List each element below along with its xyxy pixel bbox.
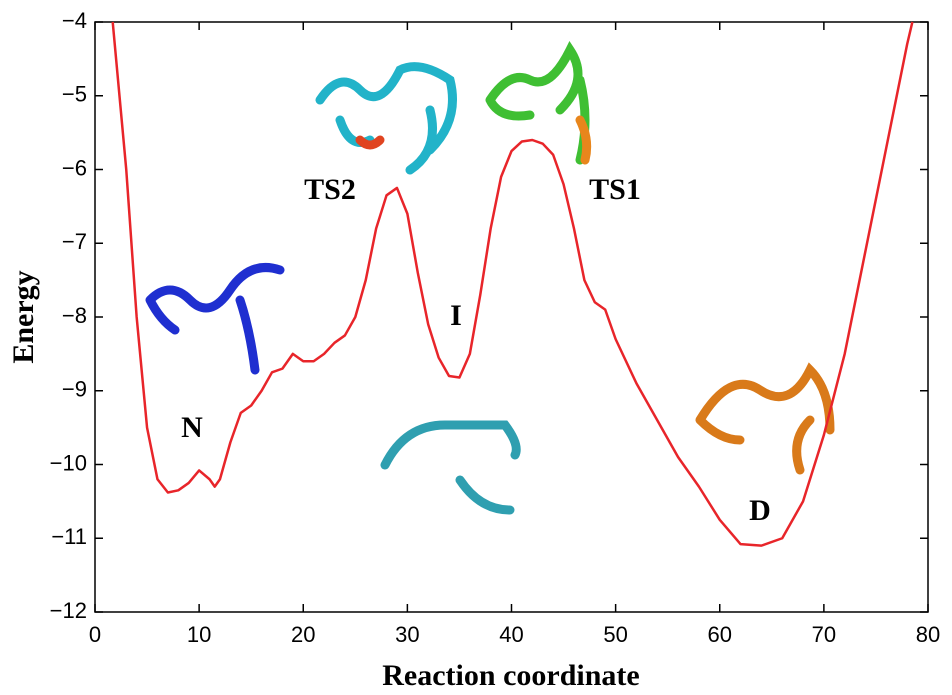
- y-tick-label: −4: [62, 8, 87, 33]
- y-tick-label: −7: [62, 229, 87, 254]
- annotation: N: [181, 411, 203, 444]
- annotation: I: [450, 299, 462, 332]
- protein-ts2: [315, 62, 457, 175]
- annotation: D: [749, 494, 771, 527]
- y-tick-label: −12: [50, 598, 87, 623]
- protein-ts1: [485, 41, 590, 165]
- plot-area: 0 10 20 30 40 50 60 70 80 −12 −11 −10 −9 −8 −7 −6 −5 −4: [50, 8, 941, 647]
- x-tick-label: 10: [187, 622, 211, 647]
- y-tick-label: −10: [50, 450, 87, 475]
- x-tick-label: 40: [499, 622, 523, 647]
- protein-ts2-end: [355, 135, 385, 150]
- protein-icons: [145, 41, 835, 515]
- annotation: TS2: [304, 173, 356, 206]
- protein-ts1-end: [575, 115, 592, 165]
- y-tick-label: −9: [62, 377, 87, 402]
- x-tick-label: 60: [708, 622, 732, 647]
- y-tick-label: −11: [51, 524, 87, 549]
- energy-line: [111, 21, 914, 547]
- y-tick-label: −5: [62, 82, 87, 107]
- y-axis-label: Energy: [7, 270, 40, 363]
- x-tick-label: 30: [395, 622, 419, 647]
- x-tick-label: 70: [812, 622, 836, 647]
- plot-frame: [94, 21, 929, 613]
- protein-i: [380, 420, 521, 515]
- x-tick-label: 50: [603, 622, 627, 647]
- y-tick-label: −8: [62, 303, 87, 328]
- x-tick-label: 0: [89, 622, 101, 647]
- protein-n: [145, 263, 285, 375]
- protein-d: [695, 362, 835, 475]
- y-tick-label: −6: [62, 155, 87, 180]
- x-tick-label: 80: [916, 622, 940, 647]
- x-tick-label: 20: [291, 622, 315, 647]
- annotation: TS1: [589, 173, 641, 206]
- x-axis-label: Reaction coordinate: [382, 659, 639, 692]
